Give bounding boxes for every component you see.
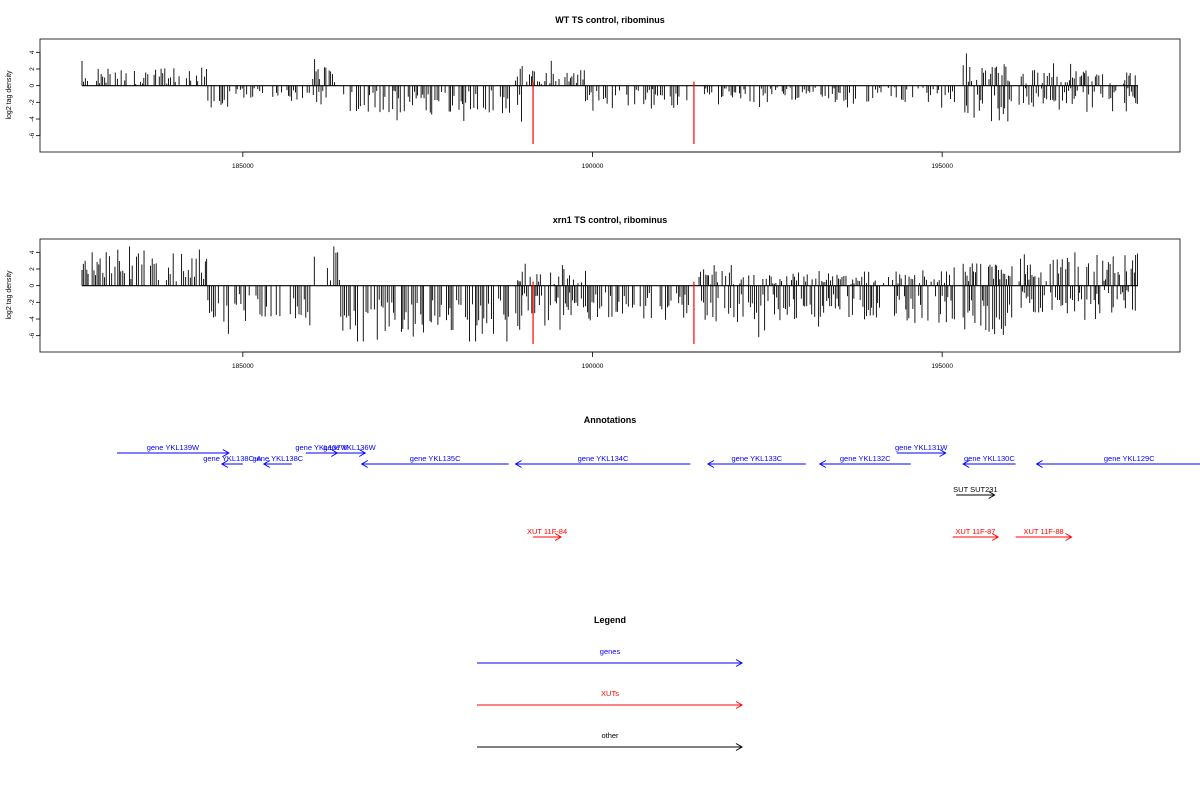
legend-title: Legend <box>594 615 626 625</box>
arrowhead <box>988 491 996 499</box>
y-tick-label: 0 <box>29 283 36 287</box>
arrowhead <box>220 460 229 468</box>
feature-gene: gene YKL134C <box>514 454 691 468</box>
y-tick-label: -4 <box>29 316 36 322</box>
feature-label: gene YKL133C <box>731 454 782 463</box>
arrowhead <box>358 449 367 457</box>
feature-label: gene YKL139W <box>147 443 200 452</box>
arrowhead <box>939 449 947 457</box>
feature-label: gene YKL132C <box>840 454 891 463</box>
feature-xut: XUT 11F-84 <box>527 527 567 541</box>
feature-xut: XUT 11F-87 <box>952 527 1000 541</box>
y-tick-label: 2 <box>29 267 36 271</box>
feature-label: gene YKL138C-A <box>203 454 261 463</box>
feature-gene: gene YKL132C <box>818 454 911 468</box>
y-axis-label-wt: log2 tag density <box>6 70 13 120</box>
feature-label: gene YKL129C <box>1104 454 1155 463</box>
y-tick-label: -2 <box>29 99 36 105</box>
arrowhead <box>1065 533 1073 541</box>
arrowhead <box>360 460 368 468</box>
legend-item: XUTs <box>477 689 743 709</box>
y-tick-label: 4 <box>29 50 36 54</box>
x-tick-label: 195000 <box>931 363 953 370</box>
feature-label: gene YKL134C <box>578 454 629 463</box>
panel-xrn1: xrn1 TS control, ribominus 4 2 0 -2 -4 -6 1850… <box>6 215 1181 370</box>
feature-gene: gene YKL138C <box>252 454 304 468</box>
y-tick-label: -4 <box>29 116 36 122</box>
x-tick-label: 185000 <box>232 363 254 370</box>
bars-wt <box>81 53 1138 144</box>
y-tick-label: -6 <box>29 332 36 338</box>
arrowhead <box>1035 460 1043 468</box>
feature-label: gene YKL135C <box>410 454 461 463</box>
feature-label: XUT 11F-87 <box>955 527 995 536</box>
axes-xrn1: 4 2 0 -2 -4 -6 185000 190000 195000 <box>29 250 953 370</box>
axes-wt: 4 2 0 -2 -4 -6 185000 190000 195000 <box>29 50 953 170</box>
bars-xrn1 <box>81 246 1138 344</box>
feature-gene: gene YKL130C <box>962 454 1016 468</box>
y-tick-label: -2 <box>29 299 36 305</box>
x-tick-label: 185000 <box>232 163 254 170</box>
feature-label: gene YKL130C <box>964 454 1015 463</box>
annotations-title: Annotations <box>584 415 637 425</box>
arrowhead <box>818 460 827 468</box>
panel-wt: WT TS control, ribominus 4 2 0 -2 -4 -6 185000… <box>6 15 1181 170</box>
feature-label: gene YKL138C <box>252 454 303 463</box>
feature-gene: gene YKL131W <box>895 443 948 457</box>
y-tick-label: 0 <box>29 83 36 87</box>
arrowhead <box>735 701 743 709</box>
legend-panel: Legend genes XUTs other <box>477 615 743 751</box>
legend-item: other <box>477 731 743 751</box>
arrowhead <box>991 533 1000 541</box>
feature-gene: gene YKL129C <box>1035 454 1200 468</box>
legend-label: genes <box>600 647 621 656</box>
y-tick-label: -6 <box>29 132 36 138</box>
feature-gene: gene YKL135C <box>360 454 509 468</box>
feature-gene: gene YKL139W <box>116 443 230 457</box>
arrowhead <box>514 460 522 468</box>
y-tick-label: 2 <box>29 67 36 71</box>
feature-gene: gene YKL133C <box>706 454 806 468</box>
arrowhead <box>706 460 715 468</box>
panel-title-wt: WT TS control, ribominus <box>555 15 665 25</box>
feature-label: gene YKL136W <box>323 443 376 452</box>
legend-label: other <box>601 731 619 740</box>
arrowhead <box>554 533 563 541</box>
feature-label: XUT 11F-84 <box>527 527 567 536</box>
panel-title-xrn1: xrn1 TS control, ribominus <box>553 215 668 225</box>
arrowhead <box>735 659 743 667</box>
feature-xut: XUT 11F-88 <box>1015 527 1073 541</box>
arrowhead <box>262 460 271 468</box>
arrowhead <box>735 743 743 751</box>
legend-label: XUTs <box>601 689 619 698</box>
arrowhead <box>222 449 230 457</box>
feature-other: SUT SUT231 <box>953 485 998 499</box>
feature-label: XUT 11F-88 <box>1024 527 1064 536</box>
y-tick-label: 4 <box>29 250 36 254</box>
feature-label: gene YKL137W <box>295 443 348 452</box>
feature-gene: gene YKL136W <box>323 443 377 457</box>
y-axis-label-xrn1: log2 tag density <box>6 270 13 320</box>
legend-items: genes XUTs other <box>477 647 743 751</box>
feature-label: gene YKL131W <box>895 443 948 452</box>
legend-item: genes <box>477 647 743 667</box>
x-tick-label: 195000 <box>931 163 953 170</box>
arrowhead <box>962 460 970 468</box>
feature-label: SUT SUT231 <box>953 485 997 494</box>
x-tick-label: 190000 <box>582 363 604 370</box>
x-tick-label: 190000 <box>582 163 604 170</box>
feature-gene: gene YKL138C-A <box>203 454 261 468</box>
